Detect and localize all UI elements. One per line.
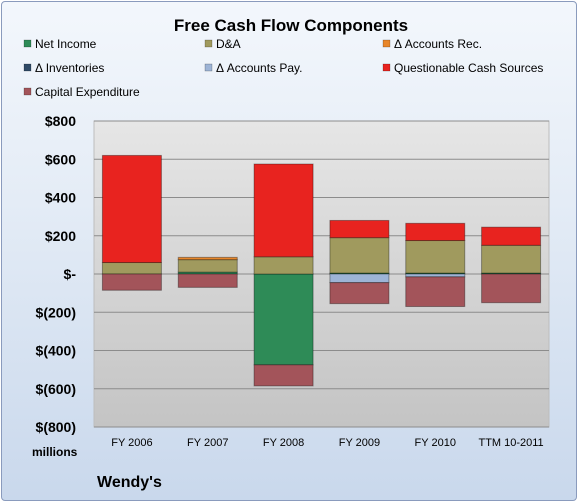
chart-title: Free Cash Flow Components bbox=[173, 16, 409, 35]
company-label: Wendy's bbox=[97, 474, 162, 491]
y-tick-label: $400 bbox=[45, 190, 76, 206]
legend-swatch-net-income bbox=[23, 39, 32, 48]
bar-segment-d-a bbox=[481, 244, 542, 274]
legend: Net Income D&A Δ Accounts Rec. Δ Inventorie… bbox=[23, 37, 543, 99]
y-tick-label: $(400) bbox=[36, 343, 76, 359]
legend-swatch-inventories bbox=[23, 63, 32, 72]
bar-segment-questionable-cash-sources bbox=[253, 163, 314, 258]
bar-segment-d-a bbox=[329, 237, 390, 274]
y-tick-label: $- bbox=[64, 266, 77, 282]
bar-segment-net-income bbox=[253, 273, 314, 366]
x-tick-label: FY 2006 bbox=[111, 437, 152, 449]
bar-segment-accounts-rec bbox=[177, 256, 238, 261]
legend-swatch-accounts-rec bbox=[382, 39, 391, 48]
bar-segment-questionable-cash-sources bbox=[329, 219, 390, 239]
x-tick-label: TTM 10-2011 bbox=[478, 437, 543, 449]
y-tick-label: $600 bbox=[45, 151, 76, 167]
y-tick-label: $(600) bbox=[36, 381, 76, 397]
y-tick-label: $(800) bbox=[36, 419, 76, 435]
bars bbox=[101, 154, 542, 387]
bar-segment-questionable-cash-sources bbox=[481, 226, 542, 246]
legend-label-inventories: Δ Inventories bbox=[35, 61, 104, 75]
legend-label-d-a: D&A bbox=[216, 37, 241, 51]
y-tick-label: $200 bbox=[45, 228, 76, 244]
legend-swatch-accounts-pay bbox=[204, 63, 213, 72]
y-tick-label: $(200) bbox=[36, 304, 76, 320]
bar-segment-questionable-cash-sources bbox=[101, 154, 162, 264]
bar-segment-d-a bbox=[405, 240, 466, 274]
bar-segment-capital-expenditure bbox=[101, 273, 162, 291]
legend-label-accounts-pay: Δ Accounts Pay. bbox=[216, 61, 303, 75]
x-tick-label: FY 2010 bbox=[415, 437, 456, 449]
bar-segment-capital-expenditure bbox=[405, 276, 466, 308]
bar-segment-d-a bbox=[177, 259, 238, 273]
bar-segment-capital-expenditure bbox=[329, 282, 390, 305]
legend-label-capital-expenditure: Capital Expenditure bbox=[35, 85, 140, 99]
x-tick-label: FY 2009 bbox=[339, 437, 380, 449]
gridlines bbox=[94, 120, 549, 428]
bar-segment-capital-expenditure bbox=[481, 273, 542, 304]
x-axis: FY 2006 FY 2007 FY 2008 FY 2009 FY 2010 TTM 1… bbox=[111, 437, 543, 449]
legend-swatch-capital-expenditure bbox=[23, 87, 32, 96]
legend-label-accounts-rec: Δ Accounts Rec. bbox=[394, 37, 482, 51]
bar-segment-capital-expenditure bbox=[253, 364, 314, 387]
legend-label-net-income: Net Income bbox=[35, 37, 97, 51]
legend-swatch-questionable-cash-sources bbox=[382, 63, 391, 72]
y-tick-label: $800 bbox=[45, 113, 76, 129]
bar-segment-accounts-pay bbox=[329, 273, 390, 284]
bar-segment-capital-expenditure bbox=[177, 273, 238, 288]
legend-label-questionable-cash-sources: Questionable Cash Sources bbox=[394, 61, 543, 75]
x-tick-label: FY 2007 bbox=[187, 437, 228, 449]
x-tick-label: FY 2008 bbox=[263, 437, 304, 449]
unit-label: millions bbox=[32, 445, 78, 459]
bar-segment-questionable-cash-sources bbox=[405, 222, 466, 242]
bar-segment-d-a bbox=[253, 256, 314, 275]
legend-swatch-d-a bbox=[204, 39, 213, 48]
y-axis: $800 $600 $400 $200 $- $(200) $(400) $(600) $(80… bbox=[36, 113, 77, 435]
bar-segment-d-a bbox=[101, 262, 162, 275]
